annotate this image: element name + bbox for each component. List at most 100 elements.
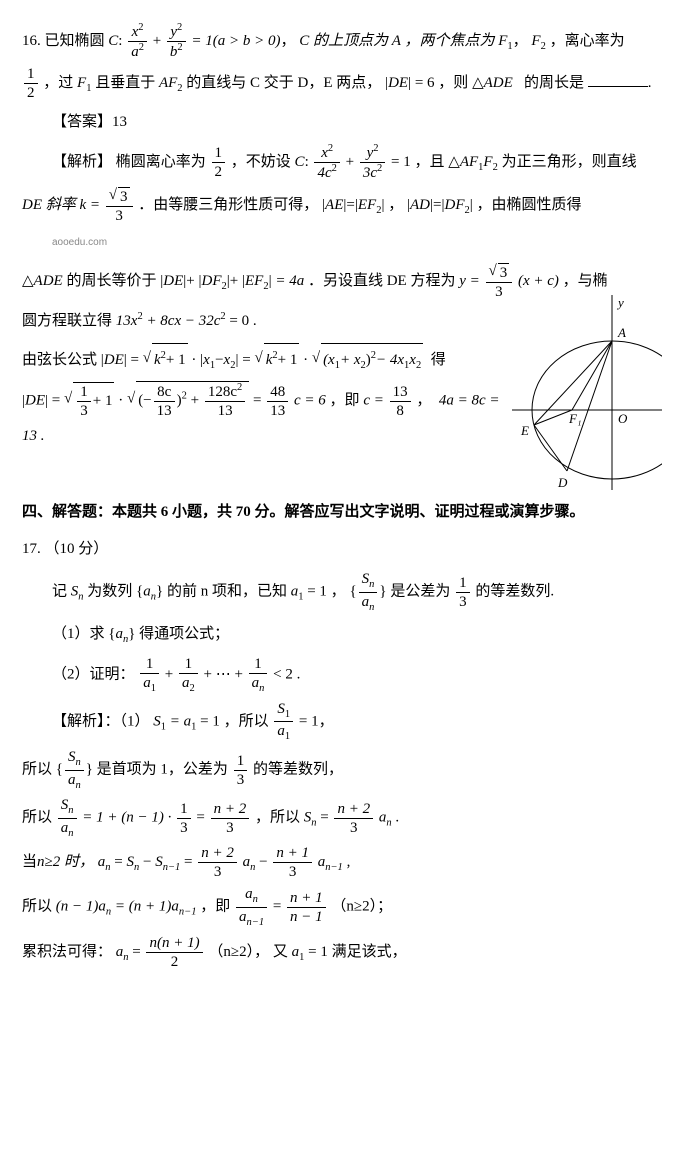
- p17-q2: （2）证明： 1a1 + 1a2 + ⋯ + 1an < 2 .: [22, 655, 662, 696]
- lt2: < 2 .: [273, 667, 300, 683]
- eq1: = 1: [299, 713, 319, 729]
- a: a: [245, 886, 253, 902]
- np23b: n + 23: [334, 800, 373, 837]
- F1b: F: [77, 75, 86, 91]
- x: x: [203, 352, 210, 368]
- p: +: [165, 667, 173, 683]
- sol16-l3: △ADE 的周长等价于 DE+ DF2+ EF2 = 4a ．另设直线 DE 方…: [22, 262, 662, 301]
- p16-num: 16.: [22, 33, 41, 49]
- c: ，: [416, 393, 431, 409]
- n: n: [78, 592, 83, 603]
- C: C: [108, 33, 118, 49]
- n: n: [369, 579, 374, 590]
- t: EF: [245, 273, 263, 289]
- C: C: [295, 154, 305, 170]
- Snan3: Snan: [58, 796, 77, 840]
- a: a: [292, 944, 300, 960]
- s: 2: [541, 41, 546, 52]
- AD: AD: [407, 197, 433, 213]
- n: n(n + 1): [146, 934, 202, 953]
- p17-sol-l6: 累积法可得： an = n(n + 1)2 （n≥2）， 又 a1 = 1 满足…: [22, 934, 662, 971]
- lbl-E: E: [520, 423, 529, 438]
- n: 128c: [208, 384, 237, 400]
- AE: AE: [322, 197, 346, 213]
- AF2: AF: [159, 75, 177, 91]
- s: 2: [493, 162, 498, 173]
- sol16-l2: DE 斜率 k = √3 3 ．由等腰三角形性质可得， AE=EF2 ， AD=…: [22, 186, 662, 258]
- t: 由弦长公式: [22, 352, 97, 368]
- DF2: DF2: [441, 197, 472, 213]
- p1: + 1: [166, 352, 186, 368]
- F1: F: [498, 33, 507, 49]
- S: S: [126, 854, 134, 870]
- t: 的等差数列.: [475, 584, 554, 600]
- p16-line2: 12 ，过 F1 且垂直于 AF2 的直线与 C 交于 D，E 两点， DE =…: [22, 65, 662, 102]
- a: a: [277, 723, 285, 739]
- nm1: n−1: [325, 862, 343, 873]
- s: 1: [86, 83, 91, 94]
- root3over3: √3 3: [106, 186, 133, 225]
- absDE: DE: [385, 75, 411, 91]
- ans-label: 【答案】: [52, 114, 112, 130]
- d: 3: [77, 402, 91, 420]
- d: 3: [234, 771, 248, 789]
- sol16-l1: 【解析】 椭圆离心率为 12 ，不妨设 C: x2 4c2 + y2 3c2 =…: [22, 143, 662, 182]
- t: 又: [273, 944, 288, 960]
- m: −: [215, 352, 223, 368]
- f4813: 4813: [267, 383, 288, 420]
- de: 得: [431, 352, 446, 368]
- ans-val: 13: [112, 114, 127, 130]
- eq0: = 0 .: [229, 313, 256, 329]
- n: n: [250, 862, 255, 873]
- t: 是首项为 1，公差为: [97, 762, 228, 778]
- s: 2: [222, 281, 227, 292]
- d: 3c: [363, 165, 377, 181]
- t: 所以: [22, 810, 52, 826]
- d: 3: [334, 819, 373, 837]
- f138: 138: [390, 383, 411, 420]
- tri: △: [472, 75, 484, 91]
- t: （n≥2），: [208, 944, 269, 960]
- frac-y23c2: y2 3c2: [360, 143, 385, 182]
- EF2: EF2: [355, 197, 385, 213]
- s: 2: [263, 281, 268, 292]
- s: 2: [177, 42, 182, 53]
- s: 2: [177, 83, 182, 94]
- third2: 13: [234, 752, 248, 789]
- p1: + 1: [93, 393, 113, 409]
- sup: 2: [138, 22, 143, 33]
- n: n: [259, 683, 264, 694]
- n: n: [105, 862, 110, 873]
- d: 3: [177, 819, 191, 837]
- ananm1: an an−1: [236, 885, 267, 929]
- half: 12: [24, 65, 38, 102]
- t: 为数列: [87, 584, 132, 600]
- d: 4c: [317, 165, 331, 181]
- n: 8c: [157, 384, 171, 400]
- p17-l1: 记 Sn 为数列 {an} 的前 n 项和，已知 a1 = 1 ， {Snan}…: [22, 570, 662, 614]
- s: 2: [177, 22, 182, 33]
- AF: AF: [460, 154, 478, 170]
- xc: (x + c): [518, 273, 559, 289]
- np23: n + 23: [211, 800, 250, 837]
- q2: （2）证明：: [52, 667, 135, 683]
- t: 所以: [22, 899, 52, 915]
- np23c: n + 23: [198, 844, 237, 881]
- a: a: [115, 626, 123, 642]
- d: 3: [106, 207, 133, 225]
- eq: = a: [170, 713, 191, 729]
- t: 的直线与 C 交于 D，E 两点，: [186, 75, 381, 91]
- ADE: ADE: [484, 75, 513, 91]
- t: DE 斜率: [22, 197, 76, 213]
- t: ．另设直线 DE 方程为: [308, 273, 456, 289]
- p: +: [230, 273, 238, 289]
- eq1: = 1: [200, 713, 220, 729]
- Snan2: Snan: [65, 748, 84, 792]
- t: ，则: [438, 75, 468, 91]
- t: 的等差数列，: [253, 762, 343, 778]
- n: n + 2: [334, 800, 373, 819]
- d: 2: [146, 953, 202, 971]
- p: +: [186, 273, 194, 289]
- colon: :: [118, 33, 122, 49]
- nge2: n≥2 时，: [37, 854, 94, 870]
